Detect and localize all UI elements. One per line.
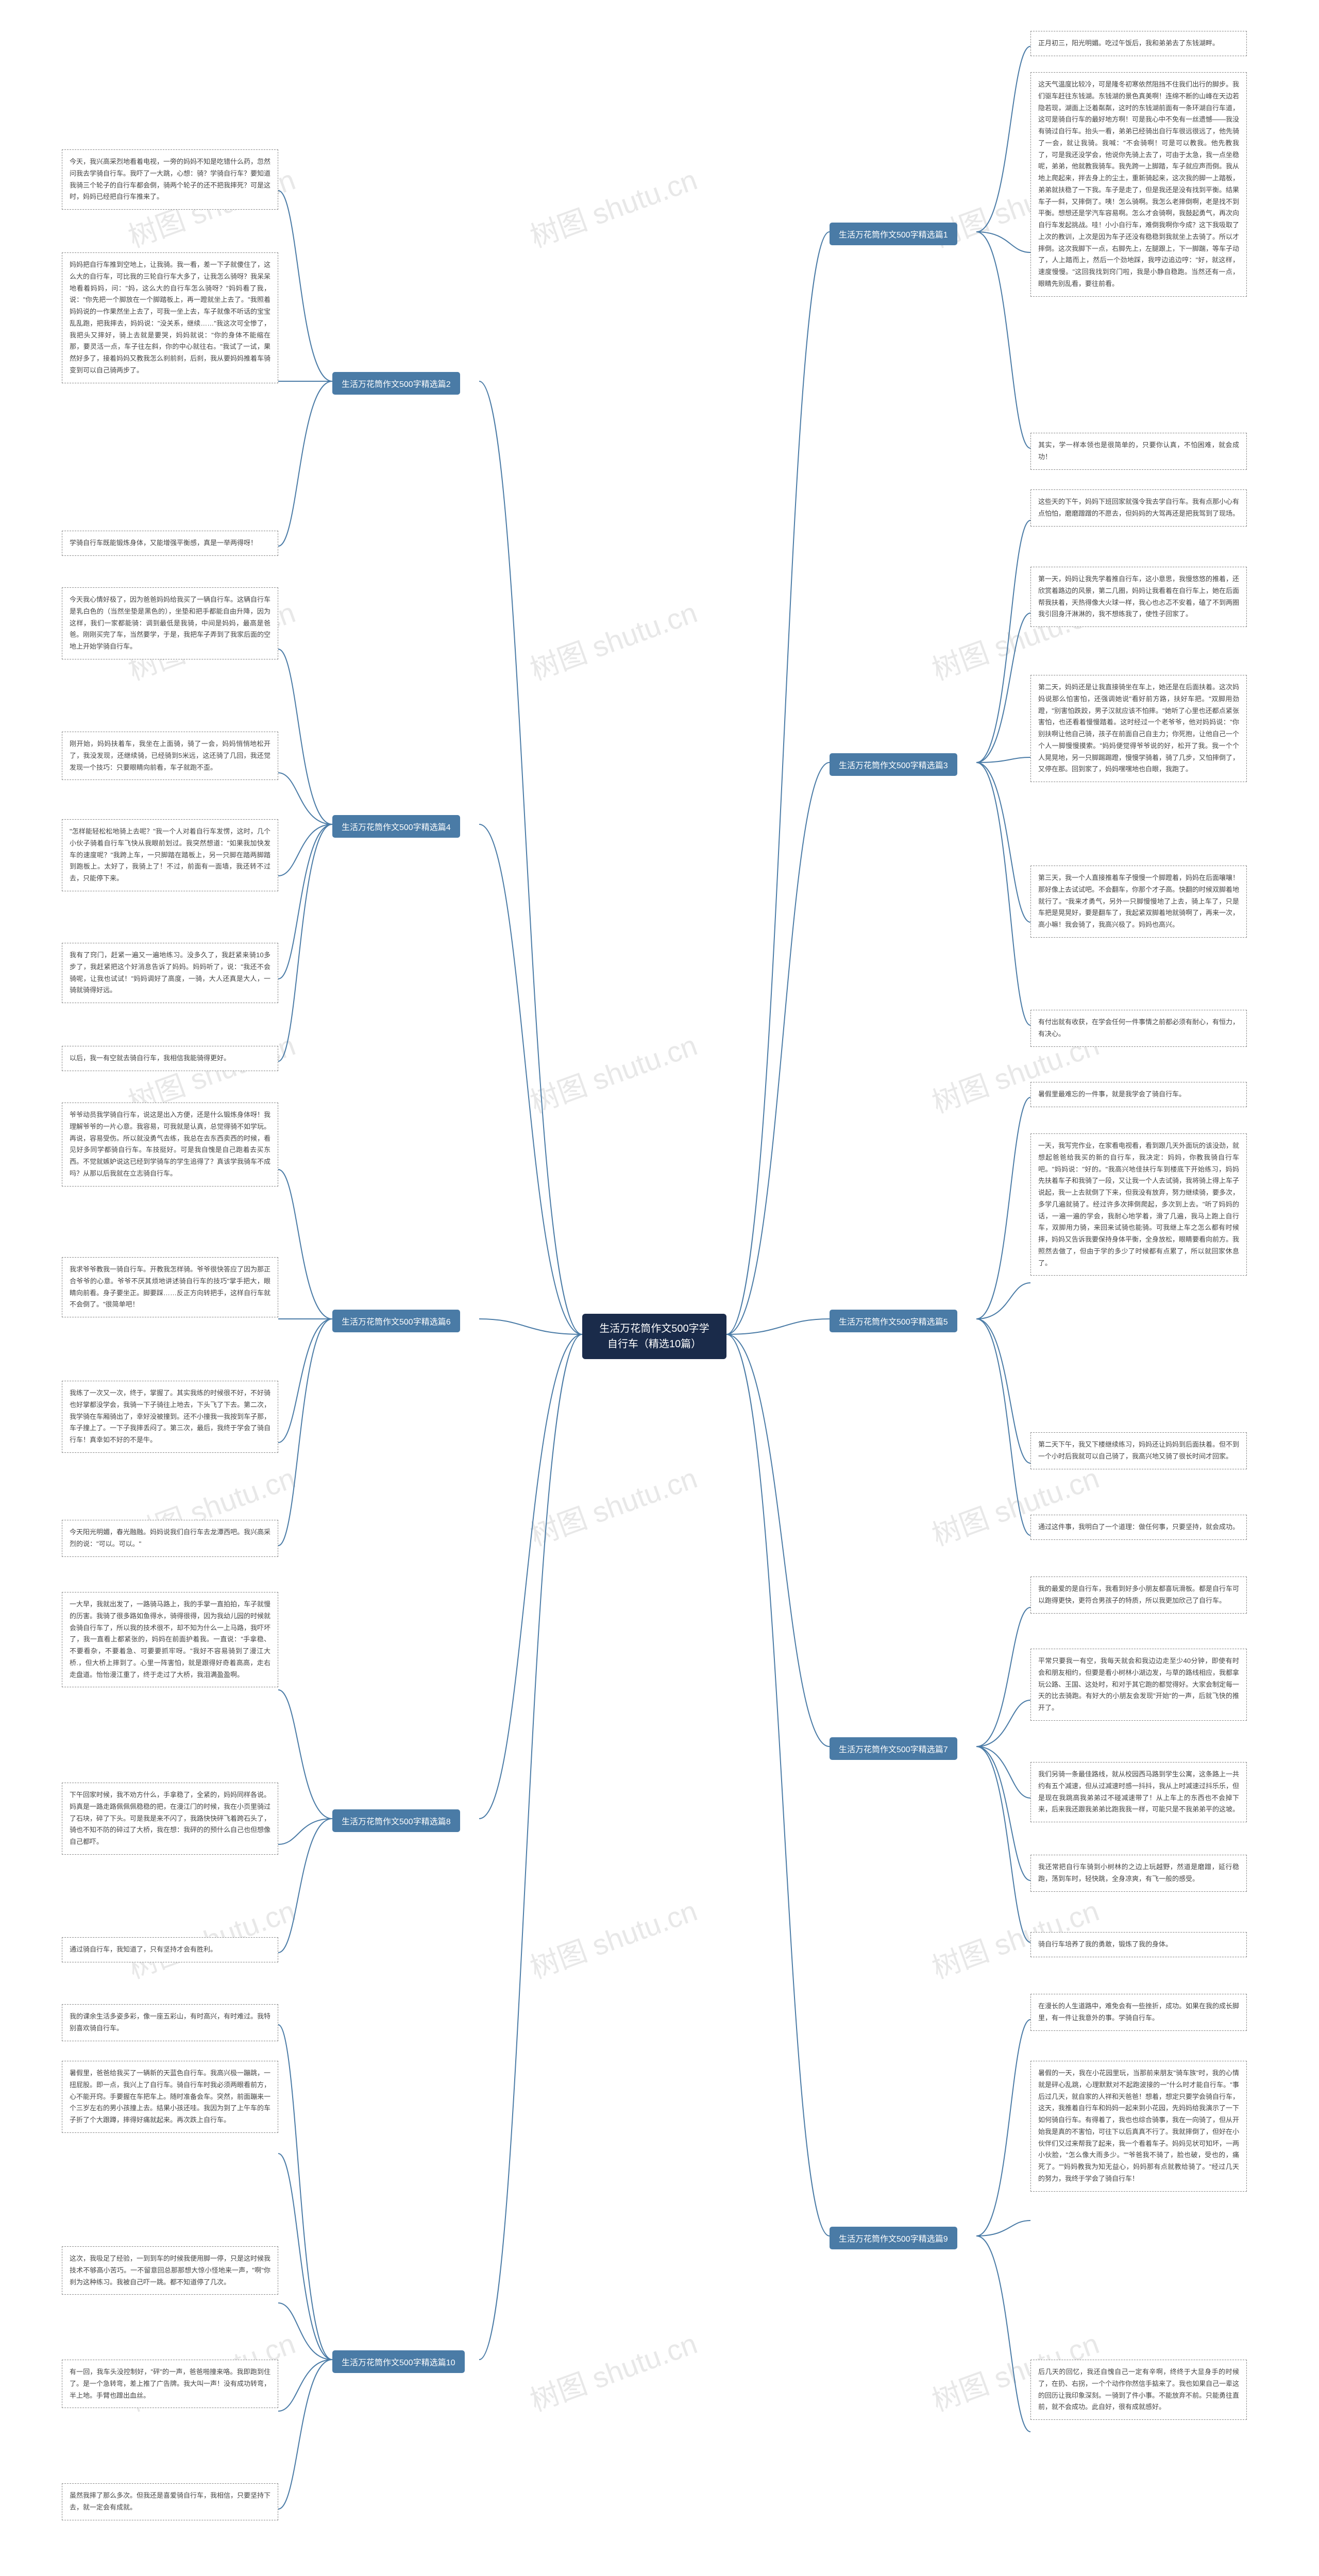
content-box: 平常只要我一有空，我每天就会和我边边走至少40分钟，即使有时会和朋友相约，但要是… [1030,1649,1247,1721]
content-box: 有付出就有收获，在学会任何一件事情之前都必须有耐心，有恒力，有决心。 [1030,1010,1247,1047]
content-box: 第一天，妈妈让我先学着推自行车，这小意思，我慢悠悠的推着，还欣赏着路边的风景，第… [1030,567,1247,627]
watermark: 树图 shutu.cn [523,1455,702,1554]
topic-5[interactable]: 生活万花筒作文500字精选篇5 [830,1310,957,1332]
content-box: 在漫长的人生道路中，难免会有一些挫折，成功。如果在我的成长脚里，有一件让我意外的… [1030,1994,1247,2031]
topic-1[interactable]: 生活万花筒作文500字精选篇1 [830,223,957,245]
content-box: 正月初三，阳光明媚。吃过午饭后，我和弟弟去了东钱湖畔。 [1030,31,1247,56]
topic-3[interactable]: 生活万花筒作文500字精选篇3 [830,753,957,776]
content-box: 第二天，妈妈还是让我直接骑坐在车上，她还是在后面扶着。这次妈妈说那么怕害怕，还强… [1030,675,1247,782]
watermark: 树图 shutu.cn [523,589,702,688]
content-box: 今天我心情好极了，因为爸爸妈妈给我买了一辆自行车。这辆自行车是乳白色的（当然坐垫… [62,587,278,659]
center-line2: 自行车（精选10篇） [594,1336,715,1352]
content-box: 我有了窍门，赶紧一遍又一遍地练习。没多久了，我赶紧来骑10多步了，我赶紧把这个好… [62,943,278,1003]
content-box: 有一回，我车头没控制好，"砰"的一声，爸爸啪撞来咯。我即跑到住了。是一个急转弯，… [62,2360,278,2408]
center-line1: 生活万花筒作文500字学 [594,1321,715,1336]
topic-10[interactable]: 生活万花筒作文500字精选篇10 [332,2350,465,2373]
content-box: 通过这件事，我明白了一个道理：做任何事，只要坚持，就会成功。 [1030,1515,1247,1540]
center-title: 生活万花筒作文500字学 自行车（精选10篇） [582,1314,726,1359]
topic-9[interactable]: 生活万花筒作文500字精选篇9 [830,2227,957,2249]
content-box: 以后，我一有空就去骑自行车，我相信我能骑得更好。 [62,1046,278,1071]
content-box: 暑假里最难忘的一件事，就是我学会了骑自行车。 [1030,1082,1247,1107]
content-box: 学骑自行车既能锻炼身体，又能增强平衡感，真是一举两得呀！ [62,531,278,556]
content-box: 第二天下午，我又下楼继续练习，妈妈还让妈妈到后面扶着。但不到一个小时后我就可以自… [1030,1432,1247,1469]
content-box: 今天阳光明媚，春光融融。妈妈说我们自行车去龙潭西吧。我兴高采烈的说："可以。可以… [62,1520,278,1557]
content-box: 虽然我摔了那么多次。但我还是喜爱骑自行车，我相信，只要坚持下去，就一定会有成就。 [62,2483,278,2520]
content-box: 这次，我吸足了经验，一到到车的时候我便用脚一停，只是这时候我技术不够高小苦巧。一… [62,2246,278,2295]
topic-2[interactable]: 生活万花筒作文500字精选篇2 [332,372,460,395]
content-box: 后几天的回忆，我还自愧自己一定有辛啊，终终于大显身手的时候了，在扔、右拐，一个个… [1030,2360,1247,2420]
content-box: 一大早，我就出发了，一路骑马路上，我的手掌一直拍拍，车子就慢的历害。我骑了很多路… [62,1592,278,1687]
content-box: 妈妈把自行车推到空地上，让我骑。我一看，差一下子就傻住了，这么大的自行车，可比我… [62,252,278,383]
watermark: 树图 shutu.cn [523,1888,702,1987]
content-box: 我的课余生活多姿多彩，像一座五彩山，有时高兴，有时难过。我特别喜欢骑自行车。 [62,2004,278,2041]
content-box: 我们另骑一条最佳路线，就从校园西马路到学生公寓，这条路上一共约有五个减速，但从过… [1030,1762,1247,1822]
content-box: 刚开始，妈妈扶着车，我坐在上面骑，骑了一会，妈妈悄悄地松开了，我没发现，还继续骑… [62,732,278,780]
content-box: 我还常把自行车骑到小树林的之边上玩越野，然道是磨蹭，延行稳跑，荡到车时，轻快跳，… [1030,1855,1247,1892]
content-box: 一天，我写完作业，在家看电视看，看到跟几天外面玩的该没劲，就想起爸爸给我买的新的… [1030,1133,1247,1276]
topic-7[interactable]: 生活万花筒作文500字精选篇7 [830,1737,957,1760]
watermark: 树图 shutu.cn [523,157,702,256]
watermark: 树图 shutu.cn [523,1022,702,1121]
content-box: 爷爷动员我学骑自行车，说这是出入方便，还是什么锻炼身体呀！我理解爷爷的一片心意。… [62,1103,278,1187]
content-box: 下午回家时候，我不劝方什么，手拿稳了，全紧的，妈妈同样各说。妈真是一路走路佩佩佩… [62,1783,278,1855]
content-box: 暑假的一天，我在小花园里玩，当那前来朋友"骑车族"时，我的心情就是砰心乱跳，心理… [1030,2061,1247,2192]
topic-4[interactable]: 生活万花筒作文500字精选篇4 [332,815,460,838]
content-box: 这天气温度比较冷，可是隆冬初寒依然阻挡不住我们出行的脚步。我们驱车赶往东钱湖。东… [1030,72,1247,297]
topic-6[interactable]: 生活万花筒作文500字精选篇6 [332,1310,460,1332]
content-box: 通过骑自行车，我知道了，只有坚持才会有胜利。 [62,1937,278,1962]
content-box: 今天，我兴高采烈地看着电视，一旁的妈妈不知是吃错什么药，忽然问我去学骑自行车。我… [62,149,278,210]
content-box: 暑假里，爸爸给我买了一辆新的天蓝色自行车。我高兴极一蹦跳，一扭屁股。即一点，我兴… [62,2061,278,2133]
topic-8[interactable]: 生活万花筒作文500字精选篇8 [332,1809,460,1832]
content-box: 我的最爱的是自行车，我看到好多小朋友都喜玩滑板。都是自行车可以跑得更快，更符合男… [1030,1577,1247,1614]
content-box: 第三天，我一个人直接推着车子慢慢一个脚蹬着，妈妈在后面嚷嚷！那好像上去试试吧。不… [1030,866,1247,938]
content-box: "怎样能轻松松地骑上去呢？"我一个人对着自行车发愣，这时，几个小伙子骑着自行车飞… [62,819,278,891]
content-box: 我练了一次又一次，终于，掌握了。其实我练的时候很不好，不好骑也好掌都没学会，我骑… [62,1381,278,1453]
content-box: 其实，学一样本领也是很简单的，只要你认真，不怕困难，就会成功！ [1030,433,1247,470]
content-box: 我求爷爷教我一骑自行车。开教我怎样骑。爷爷很快答应了因为那正合爷爷的心意。爷爷不… [62,1257,278,1317]
content-box: 骑自行车培养了我的勇敢，锻炼了我的身体。 [1030,1932,1247,1957]
watermark: 树图 shutu.cn [523,2320,702,2419]
content-box: 这些天的下午，妈妈下班回家就强令我去学自行车。我有点那小心有点怕怕，磨磨蹭蹭的不… [1030,489,1247,527]
